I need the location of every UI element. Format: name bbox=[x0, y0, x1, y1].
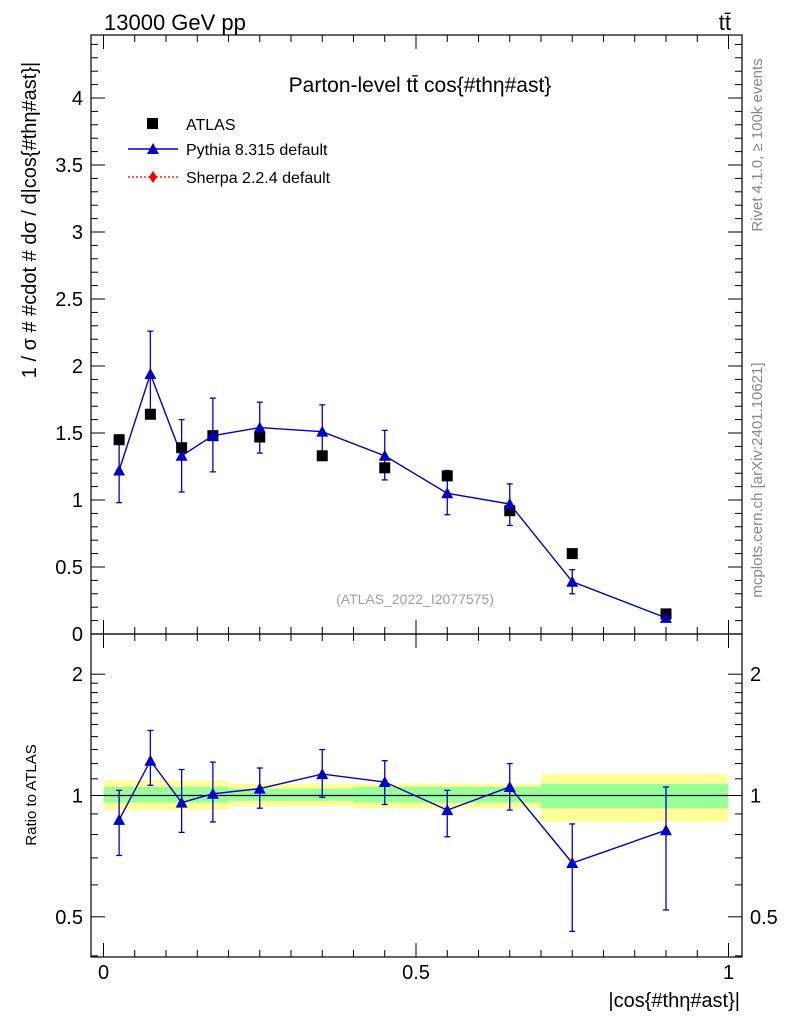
legend-pythia-marker bbox=[147, 143, 159, 154]
main-y-tick-label: 1 bbox=[72, 490, 83, 512]
ratio-frame: 0.5 0.5 1 1 2 2 0 0.5 1 bbox=[55, 633, 778, 984]
ratio-pythia-point bbox=[503, 780, 516, 792]
legend-atlas-label: ATLAS bbox=[186, 117, 236, 134]
main-y-tick-label: 0.5 bbox=[55, 557, 83, 579]
collision-label: 13000 GeV pp bbox=[104, 10, 246, 35]
ratio-pythia-point bbox=[206, 787, 219, 799]
pythia-point bbox=[660, 611, 672, 623]
x-axis-label: |cos{#thη#ast}| bbox=[608, 990, 740, 1012]
legend: ATLAS Pythia 8.315 default Sherpa 2.2.4 … bbox=[128, 117, 331, 187]
ratio-y-tick-label-right: 0.5 bbox=[750, 907, 778, 929]
atlas-point bbox=[504, 505, 516, 517]
pythia-point bbox=[316, 425, 329, 437]
pythia-point bbox=[113, 464, 126, 476]
main-series bbox=[113, 330, 672, 623]
pythia-point bbox=[206, 429, 219, 441]
x-tick-label: 0.5 bbox=[402, 962, 430, 984]
ratio-series bbox=[113, 729, 672, 933]
atlas-point bbox=[176, 442, 188, 454]
ratio-pythia-point bbox=[253, 782, 266, 794]
ratio-pythia-point bbox=[378, 776, 391, 788]
ratio-y-tick-label: 2 bbox=[72, 664, 83, 686]
main-y-tick-label: 0 bbox=[72, 624, 83, 646]
ratio-pythia-point bbox=[566, 856, 579, 868]
rivet-version-label: Rivet 4.1.0, ≥ 100k events bbox=[749, 58, 766, 231]
legend-sherpa-label: Sherpa 2.2.4 default bbox=[186, 170, 331, 187]
pythia-curve bbox=[118, 371, 667, 619]
ratio-pythia-point bbox=[175, 796, 188, 808]
ratio-pythia-point bbox=[113, 813, 126, 825]
main-y-tick-label: 4 bbox=[72, 88, 83, 110]
ratio-axes-box bbox=[90, 633, 743, 958]
atlas-point bbox=[441, 470, 453, 482]
pythia-point bbox=[144, 368, 157, 380]
main-y-tick-label: 1.5 bbox=[55, 423, 83, 445]
legend-atlas-marker bbox=[147, 118, 158, 129]
ratio-pythia-point bbox=[316, 768, 329, 780]
pythia-point bbox=[441, 487, 454, 499]
main-y-tick-label: 2.5 bbox=[55, 289, 83, 311]
main-frame: 0 0.5 1 1.5 2 2.5 3 3.5 4 bbox=[55, 34, 743, 646]
main-y-tick-label: 3 bbox=[72, 222, 83, 244]
analysis-watermark: (ATLAS_2022_I2077575) bbox=[336, 591, 494, 607]
atlas-point bbox=[254, 431, 266, 443]
process-label: tt̄ bbox=[719, 10, 731, 35]
mcplots-label: mcplots.cern.ch [arXiv:2401.10621] bbox=[749, 362, 766, 597]
x-tick-label: 1 bbox=[723, 962, 734, 984]
pythia-point bbox=[378, 449, 391, 461]
pythia-point bbox=[503, 498, 516, 510]
ratio-y-tick-label-right: 1 bbox=[750, 786, 761, 808]
atlas-point bbox=[113, 434, 125, 446]
chart-title: Parton-level tt̄ cos{#thη#ast} bbox=[289, 74, 552, 97]
atlas-point bbox=[316, 450, 328, 462]
ratio-pythia-point bbox=[660, 824, 672, 836]
pythia-point bbox=[566, 575, 579, 587]
atlas-point bbox=[379, 462, 391, 474]
ratio-y-axis-label: Ratio to ATLAS bbox=[23, 744, 40, 845]
main-y-tick-label: 3.5 bbox=[55, 155, 83, 177]
ratio-y-tick-label: 1 bbox=[72, 786, 83, 808]
atlas-point bbox=[144, 408, 156, 420]
ratio-pythia-point bbox=[144, 754, 157, 766]
x-tick-label: 0 bbox=[98, 962, 109, 984]
legend-pythia-label: Pythia 8.315 default bbox=[186, 142, 328, 159]
ratio-y-tick-label-right: 2 bbox=[750, 664, 761, 686]
main-y-axis-label: 1 / σ # #cdot # dσ / d|cos{#thη#ast}| bbox=[19, 62, 41, 378]
ratio-pythia-point bbox=[441, 804, 454, 816]
legend-sherpa-marker bbox=[149, 171, 157, 183]
pythia-point bbox=[175, 449, 188, 461]
atlas-point bbox=[566, 548, 578, 560]
pythia-point bbox=[253, 421, 266, 433]
ratio-y-tick-label: 0.5 bbox=[55, 907, 83, 929]
main-y-tick-label: 2 bbox=[72, 356, 83, 378]
